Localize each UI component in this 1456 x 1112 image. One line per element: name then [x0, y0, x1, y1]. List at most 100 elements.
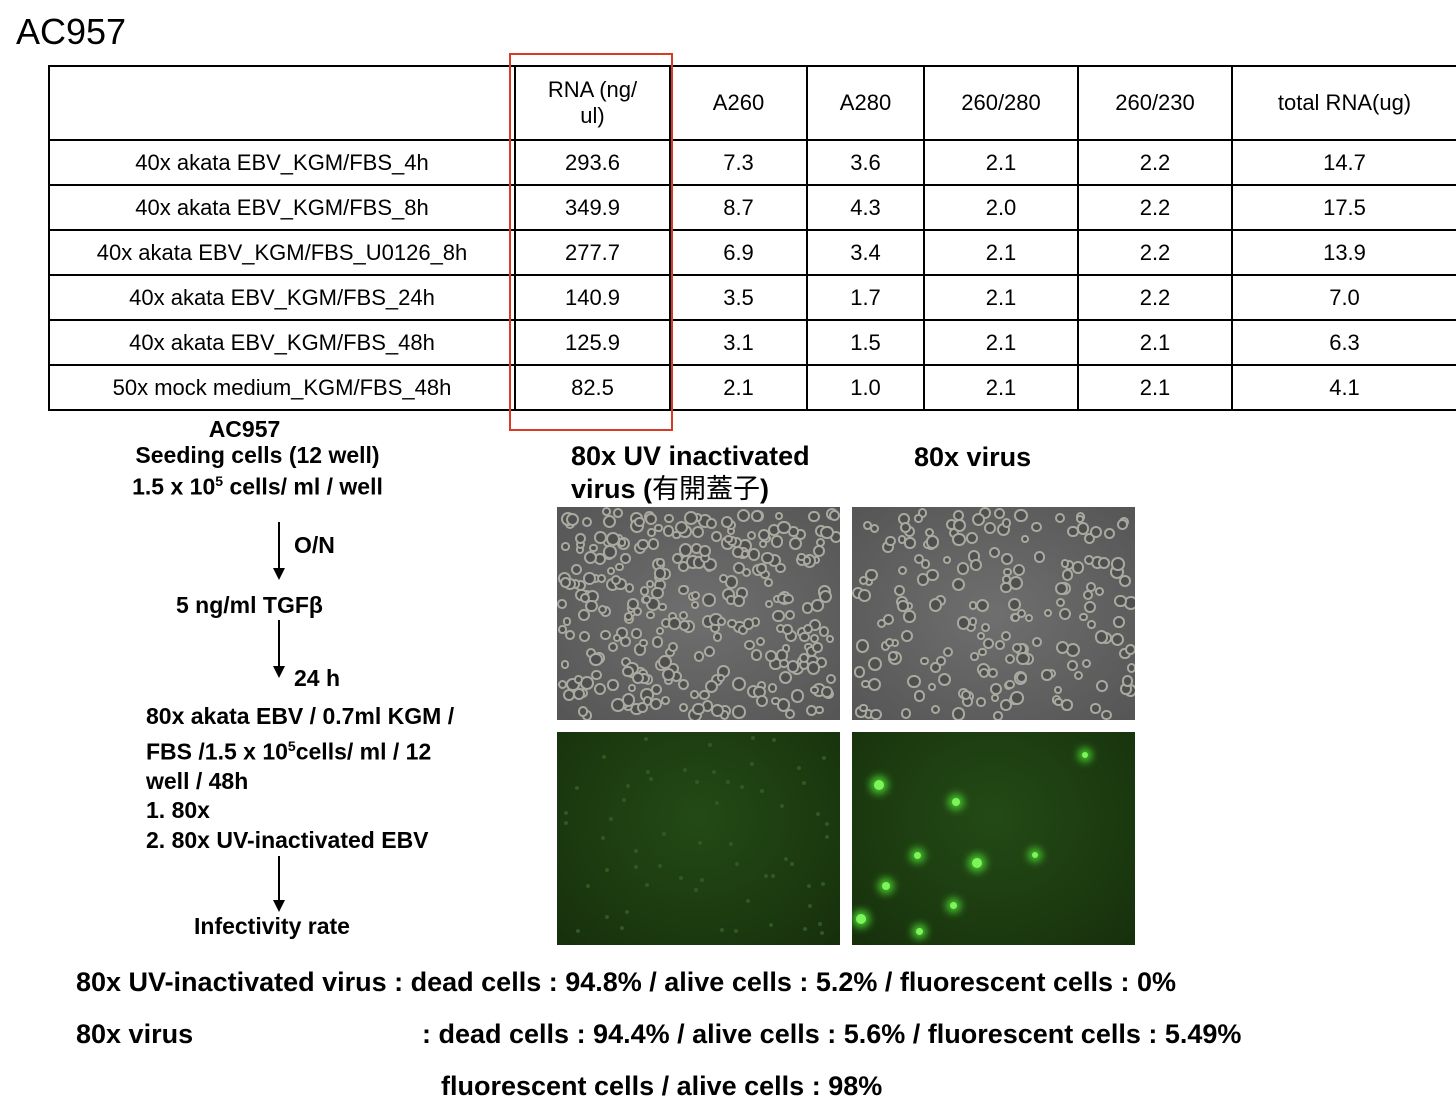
cell-total-rna: 6.3	[1231, 319, 1456, 366]
cell-blob	[1096, 679, 1109, 692]
cell-blob	[647, 527, 656, 537]
virus-brightfield-micrograph	[852, 507, 1135, 720]
cell-blob	[585, 599, 598, 613]
cell-blob	[815, 537, 826, 548]
cell-blob	[1073, 670, 1084, 681]
cell-blob	[562, 617, 572, 626]
cell-blob	[885, 535, 897, 547]
cell-260-280: 2.1	[923, 229, 1079, 276]
cell-blob	[1095, 587, 1105, 597]
cell-total-rna: 14.7	[1231, 139, 1456, 186]
cell-blob	[712, 632, 722, 642]
cell-blob	[577, 706, 589, 718]
cell-rna: 82.5	[514, 364, 671, 411]
cell-blob	[597, 574, 607, 584]
cell-rna: 293.6	[514, 139, 671, 186]
cell-blob	[968, 600, 978, 610]
background-speck	[564, 821, 569, 826]
cell-blob	[751, 649, 763, 661]
cell-blob	[764, 599, 774, 608]
background-speck	[783, 856, 788, 861]
cell-blob	[1001, 631, 1012, 642]
header-260-230: 260/230	[1077, 65, 1233, 141]
virus-label: 80x virus	[914, 442, 1032, 472]
seeding-exponent: 5	[215, 473, 224, 489]
background-speck	[585, 883, 590, 888]
cell-blob	[1024, 613, 1033, 622]
cell-blob	[558, 625, 567, 634]
cell-260-230: 2.2	[1077, 139, 1233, 186]
cell-blob	[758, 539, 768, 549]
cell-blob	[885, 637, 895, 647]
cell-blob	[976, 599, 990, 613]
background-speck	[816, 811, 821, 816]
cell-blob	[799, 631, 810, 643]
background-speck	[797, 765, 802, 770]
infection-density: FBS /1.5 x 10	[146, 738, 288, 765]
cell-blob	[1001, 552, 1014, 565]
cell-a280: 1.0	[806, 364, 925, 411]
header-rna-label: RNA (ng/ ul)	[547, 77, 638, 128]
cell-blob	[557, 599, 567, 610]
cell-blob	[1055, 641, 1069, 655]
infection-unit: cells/ ml / 12	[295, 738, 432, 765]
flow-arrow-1	[278, 522, 280, 570]
background-speck	[661, 832, 666, 837]
cell-blob	[1075, 514, 1085, 524]
cell-blob	[662, 668, 676, 682]
cell-blob	[774, 512, 783, 521]
cell-blob	[1016, 671, 1028, 683]
cell-blob	[733, 595, 745, 607]
cell-blob	[757, 529, 770, 542]
background-speck	[605, 868, 610, 873]
cell-blob	[575, 532, 587, 544]
background-speck	[821, 881, 826, 886]
background-speck	[749, 761, 754, 766]
cell-blob	[1041, 669, 1053, 681]
ratio-result-line: fluorescent cells / alive cells : 98%	[441, 1071, 883, 1101]
cell-blob	[1087, 620, 1097, 629]
cell-a280: 1.5	[806, 319, 925, 366]
cell-a260: 3.5	[669, 274, 808, 321]
cell-blob	[589, 652, 603, 667]
cell-a260: 7.3	[669, 139, 808, 186]
cell-blob	[574, 675, 584, 684]
cell-blob	[565, 630, 575, 640]
cell-blob	[1060, 559, 1070, 568]
cell-blob	[668, 641, 679, 652]
option-2: 2. 80x UV-inactivated EBV	[146, 826, 429, 853]
cell-blob	[602, 507, 612, 516]
cell-blob	[573, 688, 586, 701]
seeding-density: 1.5 x 10	[132, 473, 216, 500]
cell-blob	[983, 638, 995, 650]
cell-blob	[756, 563, 768, 574]
cell-total-rna: 17.5	[1231, 184, 1456, 231]
cell-blob	[785, 609, 796, 620]
cell-blob	[1113, 616, 1125, 628]
cell-blob	[821, 686, 834, 699]
cell-blob	[1044, 608, 1053, 617]
cell-blob	[994, 640, 1005, 651]
cell-blob	[763, 578, 773, 588]
cell-blob	[653, 567, 667, 580]
cell-blob	[1083, 554, 1094, 565]
cell-blob	[732, 705, 746, 719]
cell-blob	[603, 545, 617, 559]
table-row: 40x akata EBV_KGM/FBS_U0126_8h 277.7 6.9…	[48, 229, 1456, 276]
step-24h-label: 24 h	[294, 665, 341, 691]
cell-260-230: 2.2	[1077, 274, 1233, 321]
cell-blob	[677, 561, 689, 572]
cell-blob	[651, 636, 664, 648]
cell-a280: 1.7	[806, 274, 925, 321]
cell-blob	[727, 618, 738, 629]
cell-blob	[693, 651, 705, 662]
cell-blob	[1010, 612, 1021, 622]
cell-blob	[719, 574, 728, 583]
header-a280: A280	[806, 65, 925, 141]
fluorescent-cell	[914, 852, 921, 859]
cell-blob	[755, 694, 768, 707]
cell-blob	[825, 673, 836, 685]
fluorescent-cell	[972, 858, 982, 868]
cell-blob	[952, 518, 966, 532]
fluorescent-cell	[950, 902, 957, 909]
